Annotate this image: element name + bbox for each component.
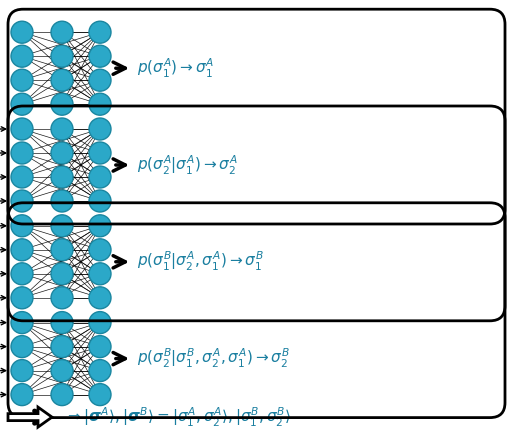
Circle shape <box>51 384 73 406</box>
Circle shape <box>51 312 73 334</box>
Circle shape <box>89 93 111 115</box>
Circle shape <box>51 166 73 188</box>
Circle shape <box>11 118 33 140</box>
Circle shape <box>89 287 111 309</box>
Circle shape <box>11 21 33 43</box>
Circle shape <box>11 359 33 381</box>
Circle shape <box>89 21 111 43</box>
Circle shape <box>51 142 73 164</box>
Circle shape <box>51 263 73 285</box>
Circle shape <box>89 384 111 406</box>
Circle shape <box>89 263 111 285</box>
Text: $p(\sigma_1^A) \rightarrow \sigma_1^A$: $p(\sigma_1^A) \rightarrow \sigma_1^A$ <box>137 57 214 80</box>
Circle shape <box>89 239 111 261</box>
Text: $p(\sigma_2^B|\sigma_1^B,\sigma_2^A,\sigma_1^A) \rightarrow \sigma_2^B$: $p(\sigma_2^B|\sigma_1^B,\sigma_2^A,\sig… <box>137 347 290 370</box>
Circle shape <box>51 118 73 140</box>
Circle shape <box>51 287 73 309</box>
Circle shape <box>89 45 111 67</box>
Text: $\Rightarrow |\boldsymbol{\sigma}^A\rangle, |\boldsymbol{\sigma}^B\rangle = |\si: $\Rightarrow |\boldsymbol{\sigma}^A\rang… <box>65 406 291 429</box>
Circle shape <box>51 239 73 261</box>
Circle shape <box>51 45 73 67</box>
Circle shape <box>11 215 33 237</box>
Circle shape <box>89 166 111 188</box>
Circle shape <box>11 263 33 285</box>
Circle shape <box>89 312 111 334</box>
Circle shape <box>11 312 33 334</box>
Circle shape <box>51 93 73 115</box>
Circle shape <box>11 45 33 67</box>
Circle shape <box>11 239 33 261</box>
Circle shape <box>11 287 33 309</box>
Circle shape <box>51 190 73 212</box>
Circle shape <box>11 93 33 115</box>
Text: $p(\sigma_1^B|\sigma_2^A,\sigma_1^A) \rightarrow \sigma_1^B$: $p(\sigma_1^B|\sigma_2^A,\sigma_1^A) \ri… <box>137 250 264 273</box>
Circle shape <box>51 215 73 237</box>
Circle shape <box>89 215 111 237</box>
Circle shape <box>11 336 33 358</box>
Circle shape <box>51 21 73 43</box>
Circle shape <box>11 384 33 406</box>
Circle shape <box>89 142 111 164</box>
Circle shape <box>11 190 33 212</box>
Circle shape <box>89 336 111 358</box>
Circle shape <box>51 336 73 358</box>
Circle shape <box>89 118 111 140</box>
Circle shape <box>51 359 73 381</box>
Text: $p(\sigma_2^A|\sigma_1^A) \rightarrow \sigma_2^A$: $p(\sigma_2^A|\sigma_1^A) \rightarrow \s… <box>137 154 238 176</box>
Circle shape <box>11 166 33 188</box>
PathPatch shape <box>8 407 52 427</box>
Circle shape <box>51 69 73 91</box>
Circle shape <box>89 359 111 381</box>
Circle shape <box>11 142 33 164</box>
Circle shape <box>89 190 111 212</box>
Circle shape <box>11 69 33 91</box>
Circle shape <box>89 69 111 91</box>
